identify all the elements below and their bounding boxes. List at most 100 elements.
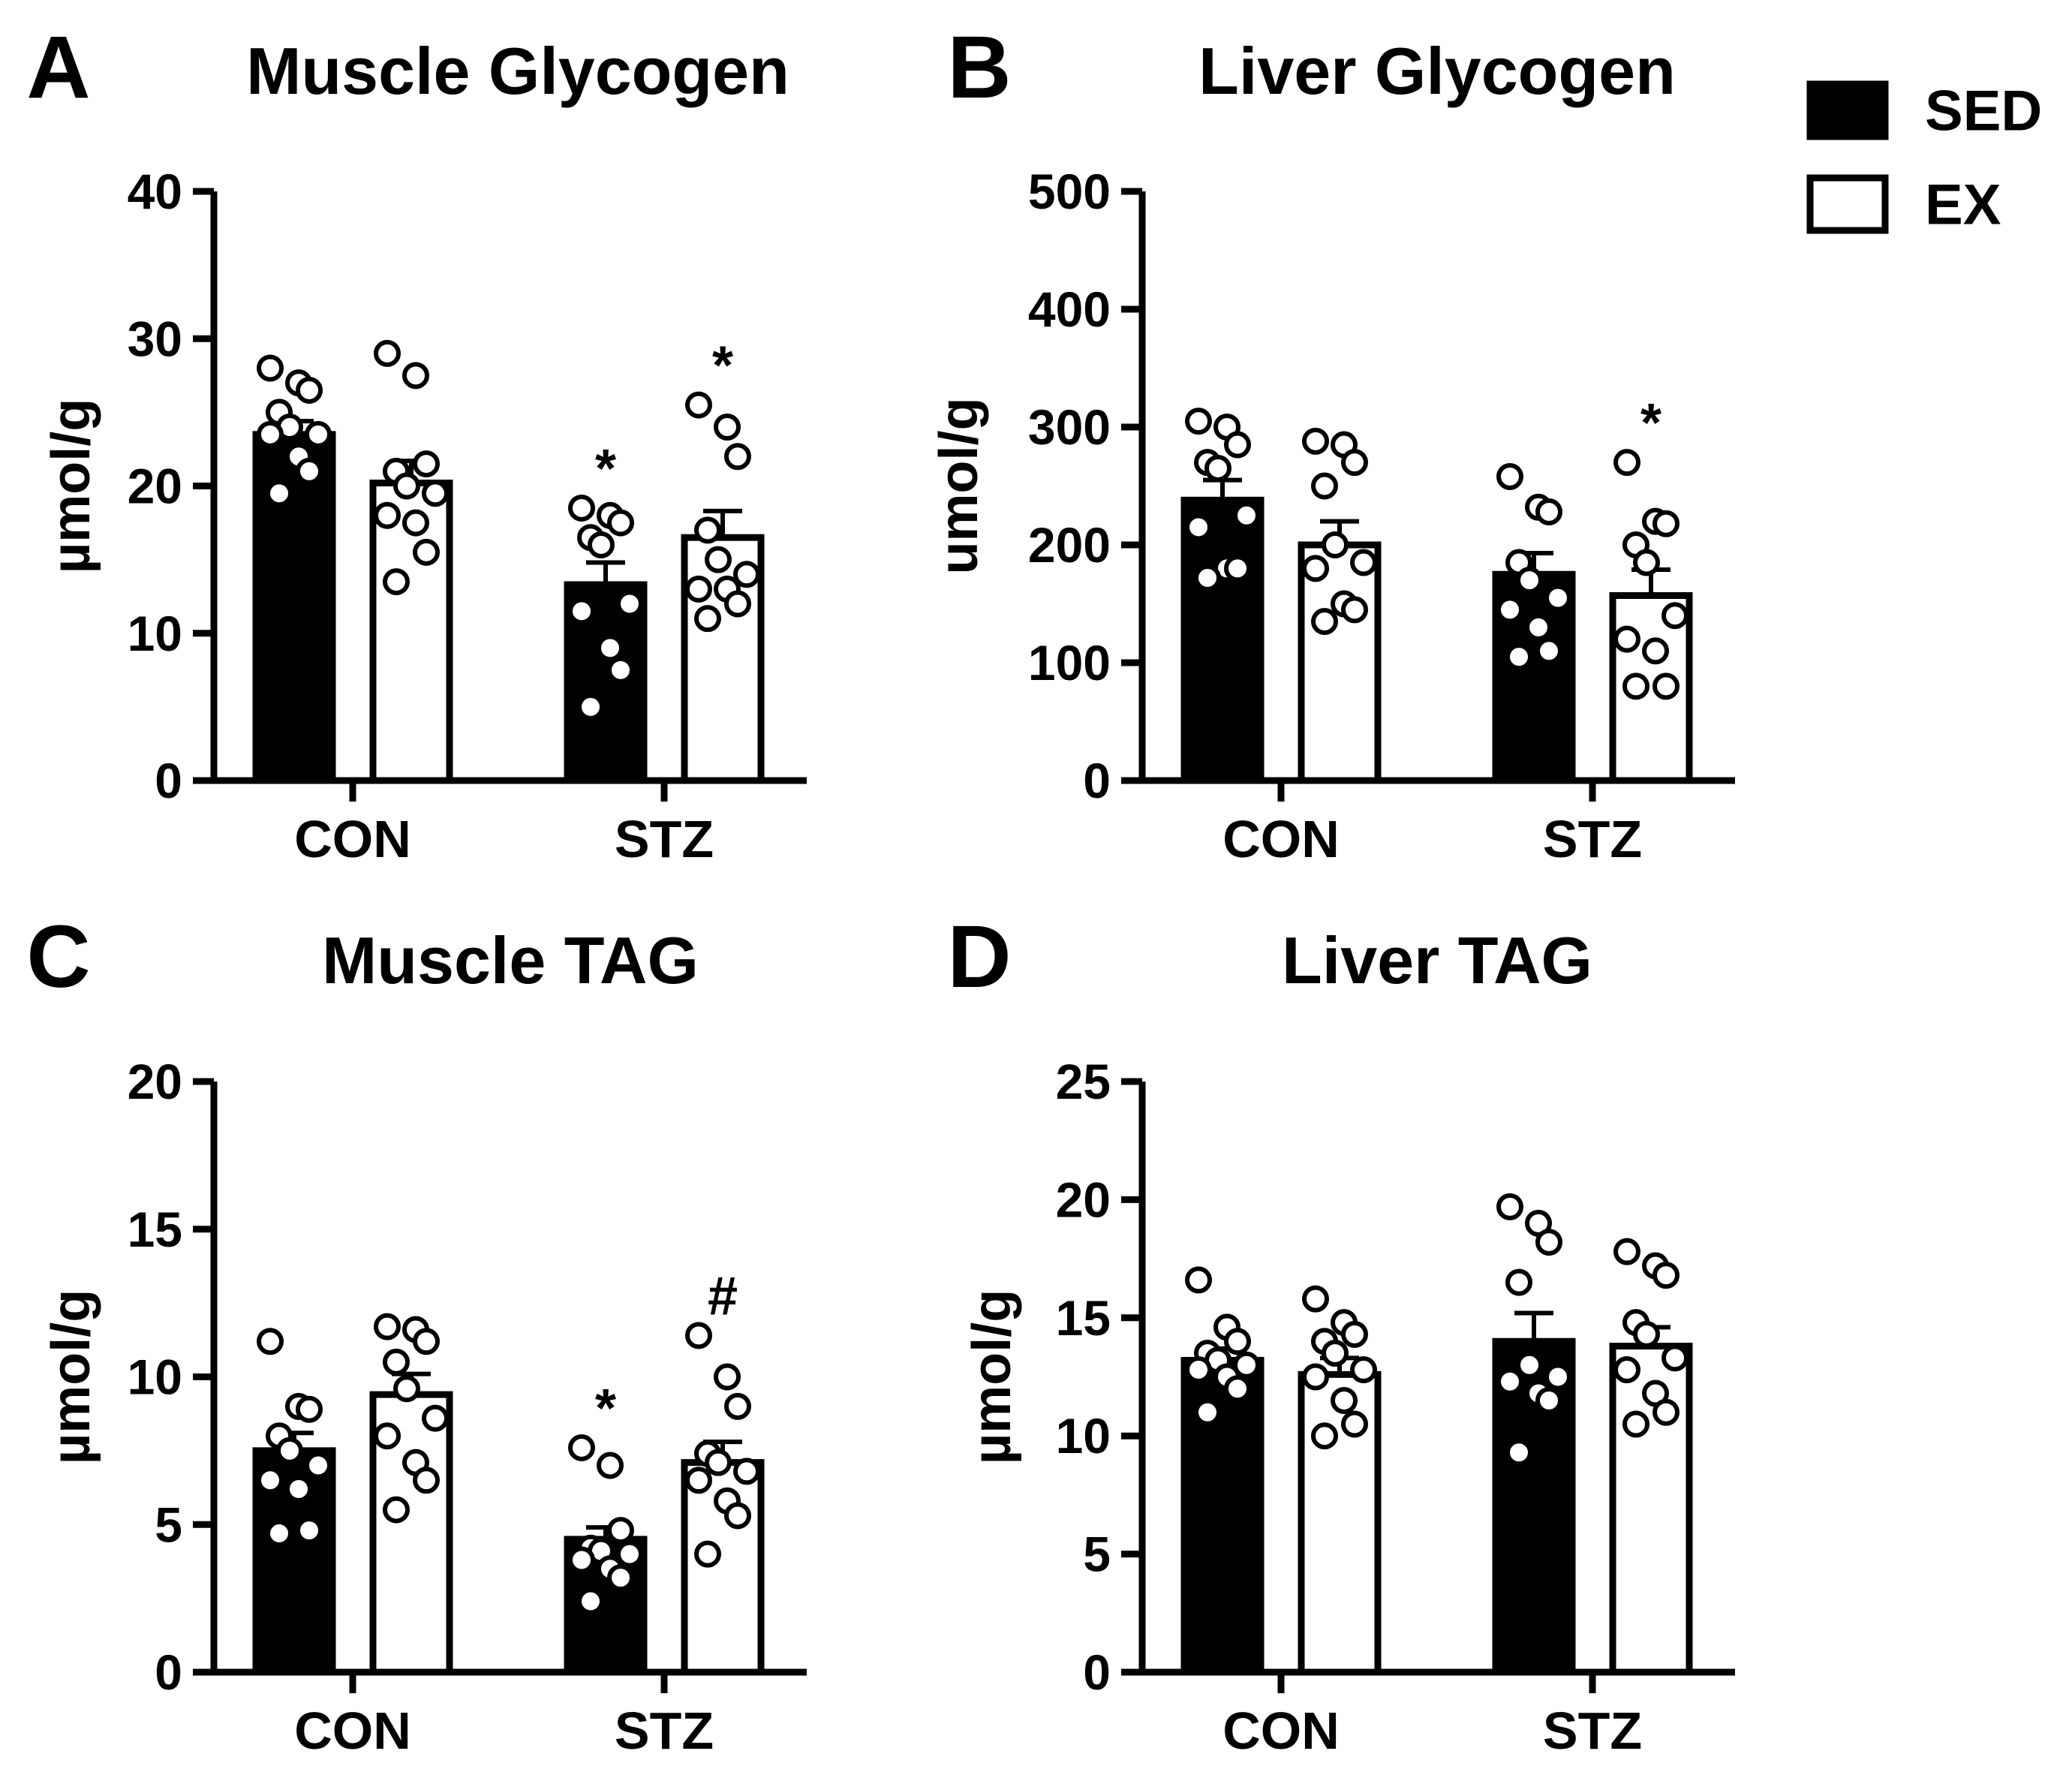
data-point [1535,1386,1562,1414]
data-point [1233,1351,1260,1379]
data-point [1224,431,1251,459]
data-point [1496,462,1523,490]
data-point [1302,1363,1329,1391]
data-point [568,1546,595,1574]
data-point [374,339,401,367]
data-point [694,516,721,544]
data-point [276,1437,303,1464]
y-tick-label: 10 [1056,1408,1111,1464]
bar-ex-stz [1609,1343,1693,1676]
y-tick-label: 15 [128,1202,182,1257]
data-point [577,693,604,721]
x-tick-label: CON [294,1701,411,1760]
data-point [1496,596,1523,624]
y-tick-label: 400 [1028,281,1111,337]
data-point [1516,567,1543,594]
data-point [616,1540,643,1568]
data-point [1652,1262,1680,1289]
data-point [393,1375,420,1403]
data-point [1613,1356,1640,1384]
data-point [1633,1320,1660,1348]
data-point [257,354,284,382]
x-tick-label: STZ [615,810,714,868]
panel-B: B Liver Glycogen umol/g * 0 100 200 300 400 500 CO… [929,18,1735,868]
y-tick-label: 5 [1083,1527,1111,1582]
data-point [1613,1238,1640,1265]
data-point [1341,596,1368,624]
data-point [422,1404,449,1432]
data-point [714,414,741,441]
data-point [296,376,323,404]
data-point [402,509,429,537]
data-point [685,1467,712,1494]
data-point [724,443,751,471]
data-point [285,1476,312,1503]
data-point [383,1348,410,1376]
panel-letter: D [947,907,1011,1006]
data-point [568,494,595,522]
data-point [607,1564,634,1592]
panel-D: D Liver TAG µmol/g 0 5 10 15 20 25 CON STZ [947,907,1735,1760]
y-tick-label: 200 [1028,517,1111,573]
legend-label-ex: EX [1925,173,2001,237]
y-tick-label: 10 [128,1349,182,1405]
data-point [1496,1367,1523,1395]
data-point [374,1313,401,1340]
data-point [374,1422,401,1450]
y-tick-label: 40 [128,164,182,219]
y-axis-label: umol/g [929,398,989,575]
data-point [1525,613,1552,641]
legend-swatch-ex [1806,174,1889,234]
data-point [588,531,615,558]
data-point [1194,564,1221,591]
data-point [1505,1439,1532,1467]
data-point [266,1520,293,1548]
data-point [1622,1410,1649,1438]
data-point [374,501,401,529]
x-tick-label: STZ [1543,810,1642,868]
data-point [296,457,323,485]
data-point [383,1496,410,1524]
data-point [305,1452,332,1479]
data-point [1642,637,1669,665]
data-point [1185,513,1212,541]
y-tick-label: 0 [155,1644,182,1700]
data-point [1194,1398,1221,1426]
data-point [568,1434,595,1461]
y-axis-label: µmol/g [41,399,101,573]
x-tick-label: CON [1222,810,1340,868]
chart-title: Liver TAG [1282,923,1592,997]
data-point [1302,1285,1329,1313]
legend-label-sed: SED [1925,80,2042,143]
data-point [597,634,624,662]
data-point [296,1395,323,1423]
data-point [305,420,332,448]
x-tick-label: CON [1222,1701,1340,1760]
significance-marker: # [708,1266,738,1326]
data-point [413,1467,440,1494]
significance-marker: * [1640,393,1662,453]
data-point [577,1587,604,1615]
data-point [257,1328,284,1355]
data-point [694,605,721,633]
data-point [413,450,440,478]
y-tick-label: 5 [155,1497,182,1552]
y-tick-label: 20 [128,1054,182,1109]
data-point [1322,531,1349,558]
data-point [724,1392,751,1420]
data-point [1535,498,1562,526]
data-point [1652,510,1680,537]
data-point [1535,1229,1562,1256]
data-point [1350,1356,1377,1384]
panel-letter: A [26,18,90,117]
data-point [607,656,634,684]
y-tick-label: 10 [128,606,182,661]
significance-marker: * [595,1379,616,1439]
data-point [685,575,712,603]
significance-marker: * [595,439,616,499]
chart-title: Liver Glycogen [1198,34,1676,108]
data-point [266,480,293,507]
data-point [607,1517,634,1545]
data-point [1535,637,1562,665]
